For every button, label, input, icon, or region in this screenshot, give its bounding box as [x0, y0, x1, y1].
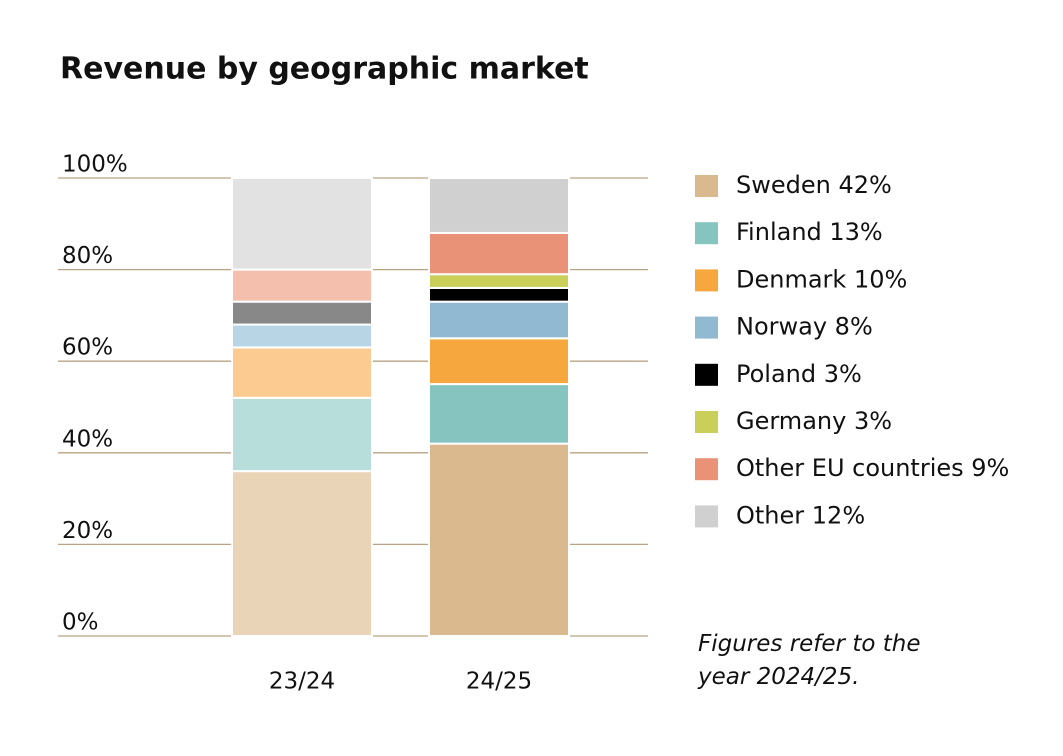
y-tick-label: 0% [62, 610, 99, 636]
bar-segment [428, 231, 570, 276]
chart-title: Revenue by geographic market [60, 52, 589, 87]
legend-swatch [695, 411, 718, 433]
legend-swatch [695, 269, 718, 292]
bar-segment [428, 300, 570, 340]
note: Figures refer to the year 2024/25. [698, 631, 921, 690]
bar-segment [231, 396, 373, 473]
y-tick-label: 20% [62, 518, 113, 544]
legend-label: Sweden 42% [736, 171, 892, 199]
y-tick-label: 80% [62, 243, 113, 269]
bar-segment [428, 337, 570, 386]
legend-label: Other 12% [736, 501, 865, 529]
legend-label: Denmark 10% [736, 265, 907, 293]
bar-segment [231, 268, 373, 303]
y-tick-label: 60% [62, 335, 113, 361]
bar-segment [428, 273, 570, 289]
bar-segment [428, 383, 570, 445]
legend-swatch [695, 505, 718, 528]
legend-label: Germany 3% [736, 407, 892, 435]
legend-swatch [695, 316, 718, 339]
legend-label: Other EU countries 9% [736, 454, 1009, 482]
legend-swatch [695, 363, 718, 386]
x-tick-label: 23/24 [269, 669, 335, 695]
bar-segment [428, 177, 570, 234]
legend-swatch [695, 175, 718, 197]
y-tick-label: 100% [62, 152, 128, 178]
bar-segment [231, 300, 373, 326]
legend-label: Poland 3% [736, 360, 862, 388]
x-tick-label: 24/25 [466, 669, 532, 695]
bar-segment [428, 442, 570, 638]
bar-segment [231, 323, 373, 349]
bar-segment [231, 470, 373, 637]
legend-swatch [695, 222, 718, 245]
legend-swatch [695, 458, 718, 481]
legend-label: Finland 13% [736, 218, 883, 246]
y-tick-label: 40% [62, 426, 113, 452]
bar-segment [231, 346, 373, 399]
bar-segment [428, 286, 570, 303]
bar-segment [231, 177, 373, 271]
legend-label: Norway 8% [736, 313, 873, 341]
